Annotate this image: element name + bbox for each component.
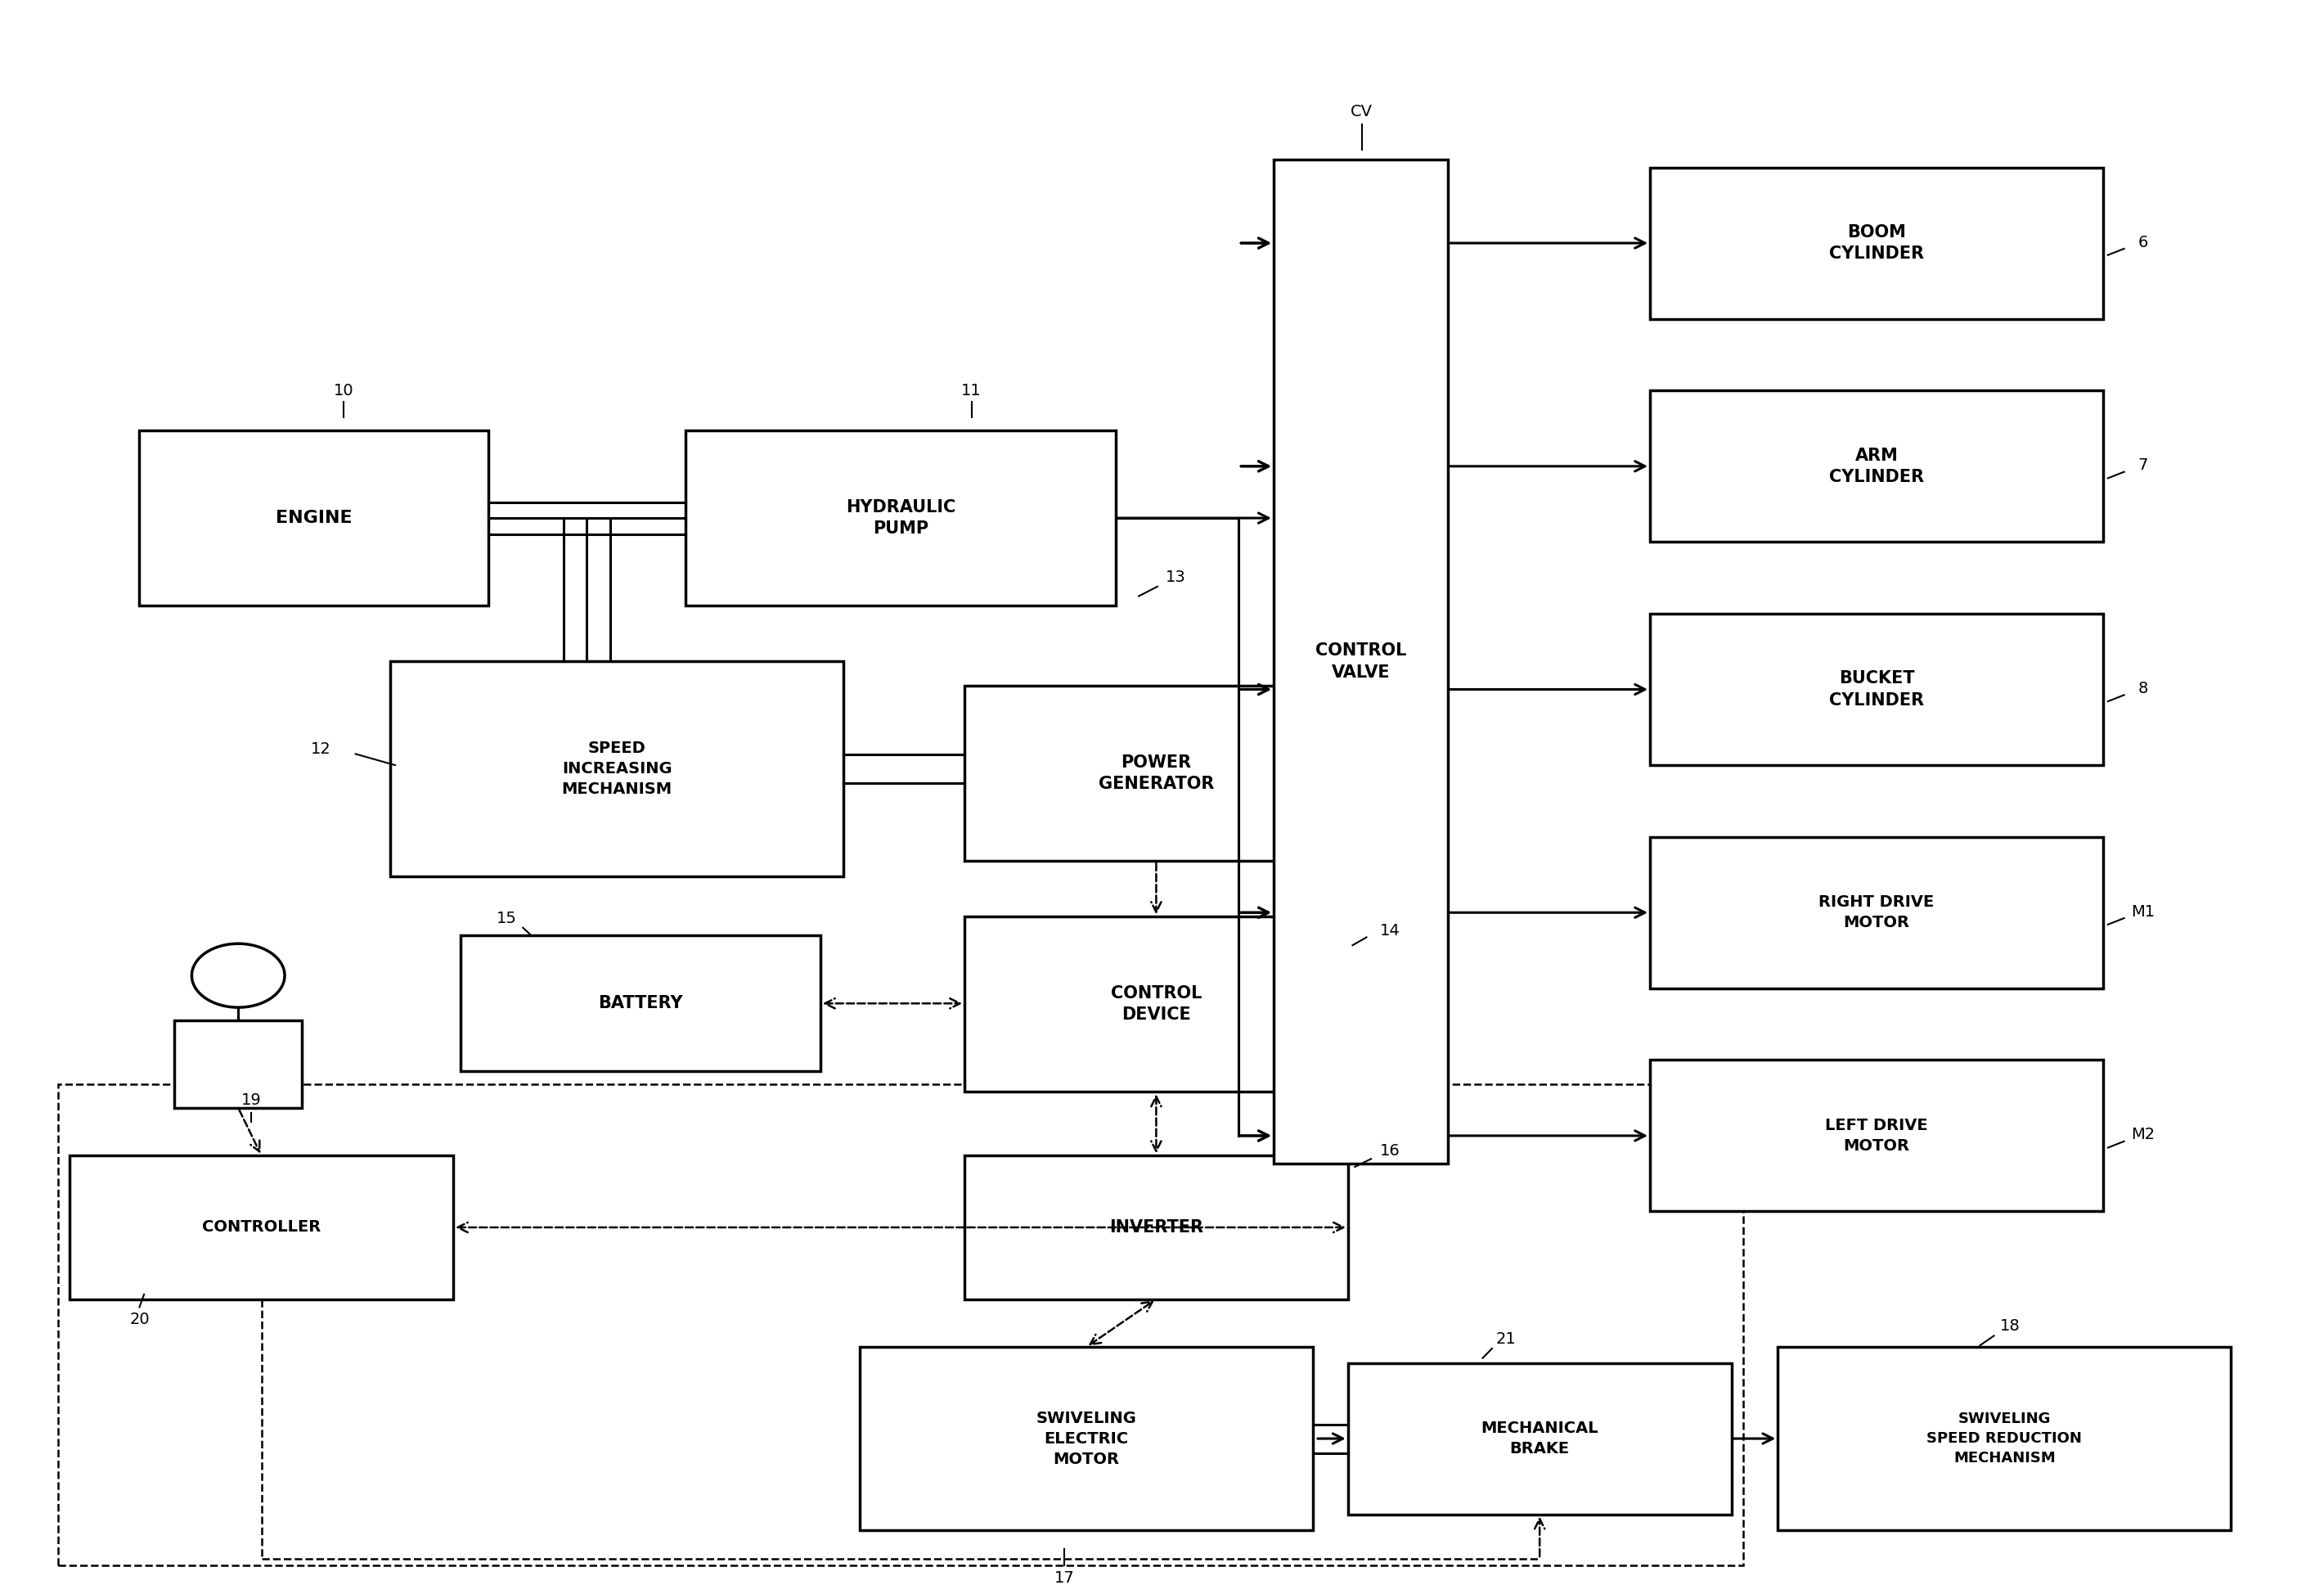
Text: 20: 20 — [130, 1312, 149, 1328]
FancyBboxPatch shape — [460, 936, 820, 1071]
Text: INVERTER: INVERTER — [1109, 1219, 1204, 1235]
Text: SWIVELING
SPEED REDUCTION
MECHANISM: SWIVELING SPEED REDUCTION MECHANISM — [1927, 1412, 2082, 1465]
Text: RIGHT DRIVE
MOTOR: RIGHT DRIVE MOTOR — [1820, 894, 1934, 931]
Text: CONTROL
DEVICE: CONTROL DEVICE — [1111, 985, 1202, 1023]
Text: 15: 15 — [497, 910, 516, 926]
Text: CV: CV — [1350, 104, 1373, 120]
Text: SPEED
INCREASING
MECHANISM: SPEED INCREASING MECHANISM — [562, 741, 672, 797]
FancyBboxPatch shape — [1650, 837, 2103, 988]
Text: M1: M1 — [2131, 904, 2154, 920]
Text: 21: 21 — [1497, 1331, 1515, 1347]
Text: POWER
GENERATOR: POWER GENERATOR — [1099, 754, 1213, 792]
Text: LEFT DRIVE
MOTOR: LEFT DRIVE MOTOR — [1824, 1117, 1929, 1154]
FancyBboxPatch shape — [1650, 1060, 2103, 1211]
Text: CONTROLLER: CONTROLLER — [202, 1219, 321, 1235]
Text: BUCKET
CYLINDER: BUCKET CYLINDER — [1829, 671, 1924, 708]
Text: ENGINE: ENGINE — [277, 510, 351, 526]
FancyBboxPatch shape — [1650, 391, 2103, 542]
Text: 12: 12 — [311, 741, 330, 757]
FancyBboxPatch shape — [860, 1347, 1313, 1530]
FancyBboxPatch shape — [1348, 1363, 1731, 1514]
FancyBboxPatch shape — [1274, 159, 1448, 1164]
FancyBboxPatch shape — [70, 1156, 453, 1299]
Text: ARM
CYLINDER: ARM CYLINDER — [1829, 448, 1924, 485]
Text: 17: 17 — [1055, 1570, 1074, 1586]
FancyBboxPatch shape — [964, 917, 1348, 1092]
FancyBboxPatch shape — [686, 430, 1116, 606]
Text: CONTROL
VALVE: CONTROL VALVE — [1315, 642, 1406, 681]
Text: 7: 7 — [2138, 457, 2147, 473]
Text: M2: M2 — [2131, 1127, 2154, 1143]
Text: BATTERY: BATTERY — [597, 995, 683, 1012]
FancyBboxPatch shape — [964, 685, 1348, 861]
Text: 11: 11 — [962, 383, 981, 398]
FancyBboxPatch shape — [390, 662, 844, 877]
Text: MECHANICAL
BRAKE: MECHANICAL BRAKE — [1480, 1420, 1599, 1457]
FancyBboxPatch shape — [174, 1020, 302, 1108]
Text: 18: 18 — [2001, 1318, 2020, 1334]
Text: 14: 14 — [1380, 923, 1399, 939]
Text: 8: 8 — [2138, 681, 2147, 697]
FancyBboxPatch shape — [1778, 1347, 2231, 1530]
Text: 10: 10 — [335, 383, 353, 398]
Text: 19: 19 — [242, 1092, 260, 1108]
Text: HYDRAULIC
PUMP: HYDRAULIC PUMP — [846, 499, 955, 537]
Text: BOOM
CYLINDER: BOOM CYLINDER — [1829, 225, 1924, 261]
Text: 6: 6 — [2138, 234, 2147, 250]
FancyBboxPatch shape — [1650, 167, 2103, 319]
Text: SWIVELING
ELECTRIC
MOTOR: SWIVELING ELECTRIC MOTOR — [1037, 1411, 1136, 1466]
FancyBboxPatch shape — [1650, 614, 2103, 765]
Text: 16: 16 — [1380, 1143, 1399, 1159]
FancyBboxPatch shape — [964, 1156, 1348, 1299]
FancyBboxPatch shape — [139, 430, 488, 606]
Text: 13: 13 — [1167, 569, 1185, 585]
